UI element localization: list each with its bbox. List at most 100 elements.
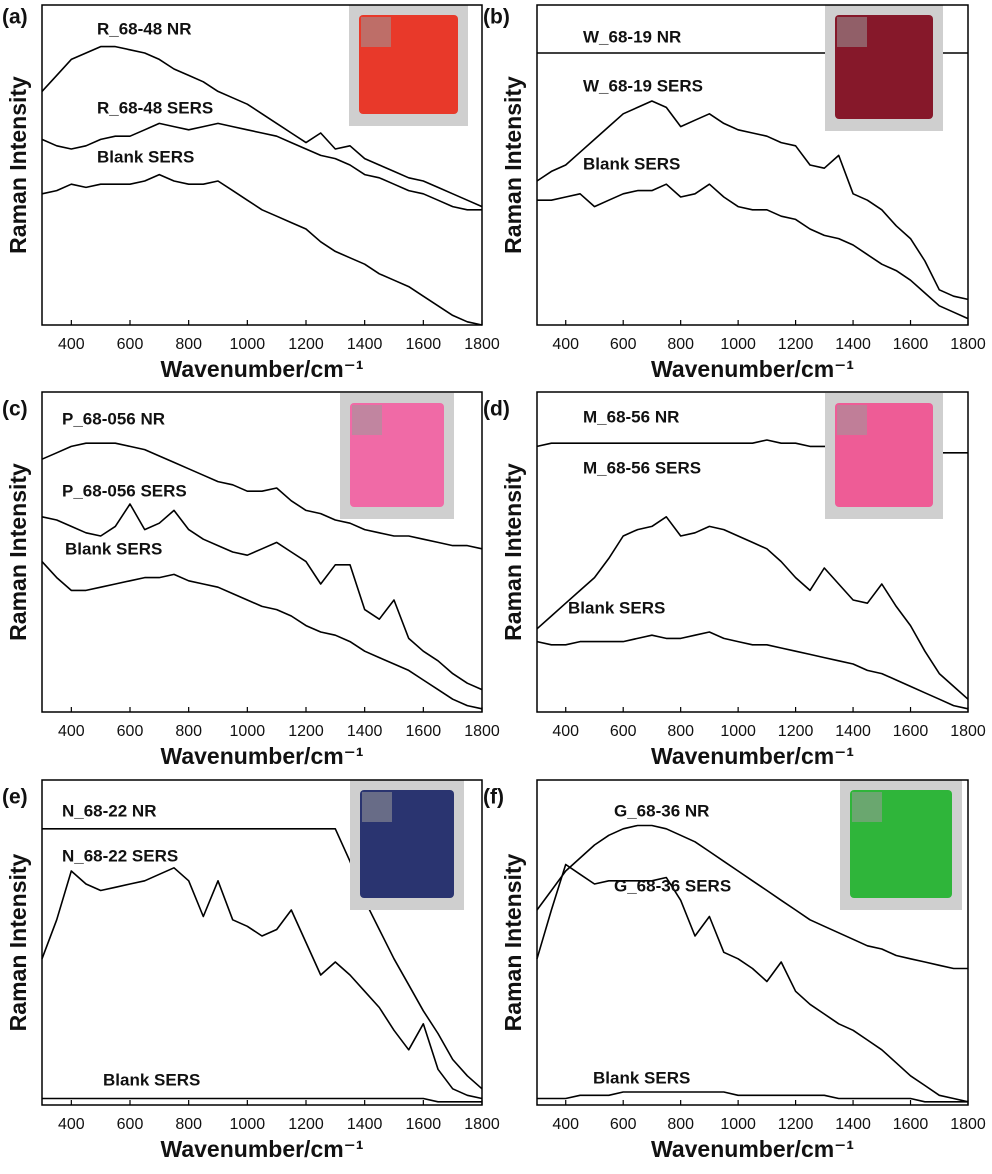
x-tick-label: 400 — [58, 336, 85, 353]
x-tick-label: 1200 — [778, 336, 814, 353]
x-tick-label: 1600 — [406, 1116, 442, 1133]
y-axis-title: Raman Intensity — [5, 463, 31, 641]
x-tick-label: 600 — [117, 336, 144, 353]
series-label: Blank SERS — [593, 1068, 690, 1087]
x-tick-label: 1800 — [464, 723, 500, 740]
x-tick-label: 1800 — [464, 1116, 500, 1133]
x-tick-label: 1600 — [893, 336, 929, 353]
x-tick-label: 1200 — [288, 336, 324, 353]
spectrum-line — [42, 828, 483, 1090]
panel-label: (a) — [2, 6, 28, 29]
x-tick-label: 1600 — [406, 336, 442, 353]
spectrum-line — [536, 100, 969, 301]
panel: 400 600 800 1000 1200 1400 1600 1800 M_68-56 NR M… — [483, 391, 986, 769]
y-axis-title: Raman Intensity — [5, 853, 31, 1031]
x-axis-title: Wavenumber/cm⁻¹ — [651, 743, 854, 769]
plot-frame — [41, 391, 483, 713]
x-tick-label: 400 — [552, 336, 579, 353]
x-tick-label: 1200 — [778, 723, 814, 740]
x-tick-label: 1800 — [950, 1116, 986, 1133]
x-tick-label: 400 — [552, 723, 579, 740]
panel-label: (e) — [2, 786, 28, 809]
x-tick-label: 1600 — [893, 1116, 929, 1133]
ink-spot — [837, 17, 867, 47]
x-tick-label: 1000 — [720, 336, 756, 353]
x-tick-label: 1600 — [406, 723, 442, 740]
ink-spot — [361, 17, 391, 47]
plot-frame — [41, 4, 483, 326]
y-axis-title: Raman Intensity — [500, 76, 526, 254]
series-label: M_68-56 SERS — [583, 458, 701, 477]
panel-label: (f) — [483, 786, 504, 809]
panel: 400 600 800 1000 1200 1400 1600 1800 P_68-056 NR… — [2, 391, 500, 769]
spectrum-line — [41, 503, 483, 691]
x-axis-title: Wavenumber/cm⁻¹ — [160, 356, 363, 382]
series-label: N_68-22 NR — [62, 801, 157, 820]
x-tick-label: 400 — [58, 1116, 85, 1133]
series-label: R_68-48 NR — [97, 19, 192, 38]
plot-frame — [536, 391, 969, 713]
x-axis-title: Wavenumber/cm⁻¹ — [160, 743, 363, 769]
series-label: P_68-056 NR — [62, 409, 165, 428]
x-tick-label: 600 — [117, 1116, 144, 1133]
spectrum-line — [41, 45, 483, 208]
series-label: Blank SERS — [583, 154, 680, 173]
plot-frame — [536, 4, 969, 326]
spectrum-line — [41, 561, 483, 710]
x-tick-label: 1800 — [464, 336, 500, 353]
x-axis-title: Wavenumber/cm⁻¹ — [651, 1136, 854, 1162]
spectrum-line — [536, 631, 969, 710]
x-tick-label: 1000 — [230, 723, 266, 740]
series-label: Blank SERS — [103, 1070, 200, 1089]
x-tick-label: 1000 — [230, 336, 266, 353]
panel-label: (b) — [483, 6, 510, 29]
x-tick-label: 1800 — [950, 336, 986, 353]
spectrum-line — [41, 122, 482, 211]
spectrum-line — [537, 183, 969, 320]
x-tick-label: 600 — [610, 1116, 637, 1133]
x-tick-label: 800 — [667, 723, 694, 740]
ink-spot — [362, 792, 392, 822]
x-tick-label: 1200 — [288, 1116, 324, 1133]
x-tick-label: 800 — [667, 336, 694, 353]
x-tick-label: 600 — [610, 336, 637, 353]
x-tick-label: 1400 — [347, 1116, 383, 1133]
x-tick-label: 800 — [175, 1116, 202, 1133]
plot-frame — [41, 779, 483, 1106]
x-tick-label: 800 — [175, 336, 202, 353]
x-tick-label: 1200 — [778, 1116, 814, 1133]
x-tick-label: 1000 — [720, 723, 756, 740]
series-label: M_68-56 NR — [583, 407, 679, 426]
panel: 400 600 800 1000 1200 1400 1600 1800 N_68-22 NR N… — [2, 779, 500, 1162]
x-tick-label: 1400 — [347, 723, 383, 740]
series-label: P_68-056 SERS — [62, 481, 187, 500]
x-tick-label: 1000 — [230, 1116, 266, 1133]
x-tick-label: 1400 — [835, 336, 871, 353]
y-axis-title: Raman Intensity — [500, 463, 526, 641]
panel: 400 600 800 1000 1200 1400 1600 1800 R_68-48 NR R… — [2, 4, 500, 382]
x-tick-label: 800 — [667, 1116, 694, 1133]
panel: 400 600 800 1000 1200 1400 1600 1800 G_68-36 NR G… — [483, 779, 986, 1162]
series-label: W_68-19 SERS — [583, 76, 703, 95]
x-tick-label: 1200 — [288, 723, 324, 740]
spectrum-line — [537, 1091, 968, 1103]
x-tick-label: 400 — [58, 723, 85, 740]
x-axis-title: Wavenumber/cm⁻¹ — [651, 356, 854, 382]
x-tick-label: 1400 — [835, 1116, 871, 1133]
plot-frame — [536, 779, 969, 1106]
x-tick-label: 1400 — [347, 336, 383, 353]
spectrum-line — [41, 867, 483, 1100]
x-tick-label: 1600 — [893, 723, 929, 740]
series-label: Blank SERS — [97, 147, 194, 166]
spectrum-line — [42, 1097, 482, 1103]
spectrum-line — [41, 442, 483, 550]
series-label: Blank SERS — [65, 539, 162, 558]
x-tick-label: 600 — [610, 723, 637, 740]
x-tick-label: 400 — [552, 1116, 579, 1133]
x-tick-label: 1400 — [835, 723, 871, 740]
spectrum-line — [536, 516, 969, 700]
series-label: N_68-22 SERS — [62, 846, 178, 865]
series-label: G_68-36 SERS — [614, 876, 731, 895]
series-label: Blank SERS — [568, 598, 665, 617]
